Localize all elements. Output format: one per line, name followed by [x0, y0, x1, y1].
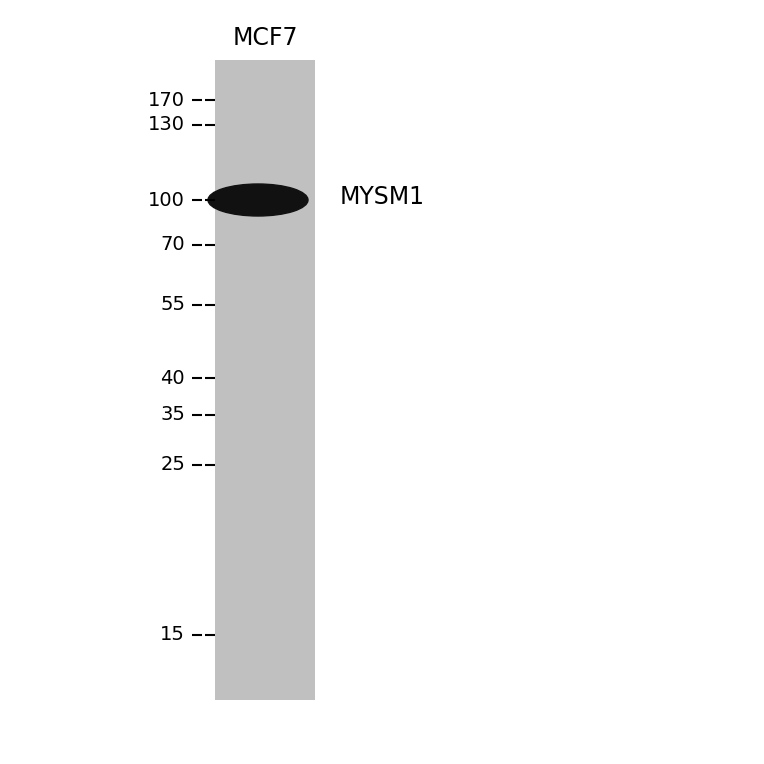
- Text: 130: 130: [148, 115, 185, 134]
- Text: 15: 15: [160, 626, 185, 645]
- Text: MCF7: MCF7: [232, 26, 298, 50]
- Bar: [215, 60, 315, 700]
- Text: MYSM1: MYSM1: [340, 185, 425, 209]
- Ellipse shape: [208, 184, 308, 216]
- Text: 170: 170: [148, 90, 185, 109]
- Text: 35: 35: [160, 406, 185, 425]
- Text: 55: 55: [160, 296, 185, 315]
- Text: 40: 40: [160, 368, 185, 387]
- Text: 100: 100: [148, 190, 185, 209]
- Text: 70: 70: [160, 235, 185, 254]
- Text: 25: 25: [160, 455, 185, 474]
